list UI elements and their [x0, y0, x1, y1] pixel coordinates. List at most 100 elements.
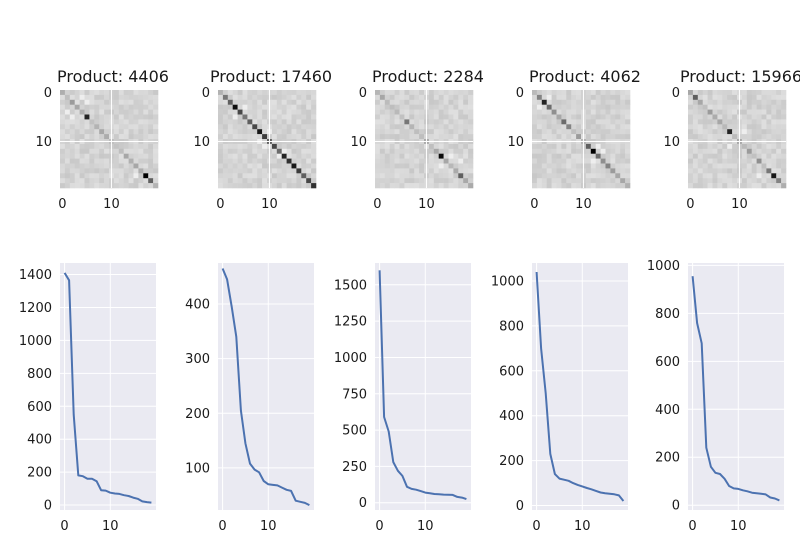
heatmap-cell: [129, 129, 134, 134]
heatmap-cell: [713, 134, 718, 139]
heatmap-cell: [129, 100, 134, 105]
heatmap-cell: [615, 168, 620, 173]
heatmap-cell: [615, 119, 620, 124]
heatmap-cell: [238, 95, 243, 100]
heatmap-cell: [262, 90, 267, 95]
heatmap-cell: [247, 134, 252, 139]
heatmap-cell: [717, 149, 722, 154]
heatmap-cell: [306, 105, 311, 110]
heatmap-cell: [586, 164, 591, 169]
y-tick-label: 1000: [647, 259, 680, 274]
heatmap-cell: [542, 100, 547, 105]
heatmap-cell: [252, 110, 257, 115]
heatmap-cell: [708, 105, 713, 110]
heatmap-cell: [419, 159, 424, 164]
heatmap-cell: [557, 154, 562, 159]
heatmap-cell: [458, 110, 463, 115]
heatmap-cell: [698, 173, 703, 178]
heatmap-cell: [395, 105, 400, 110]
heatmap-cell: [129, 144, 134, 149]
y-tick-label: 600: [655, 355, 680, 370]
heatmap-cell: [390, 183, 395, 188]
x-tick-label: 0: [218, 519, 226, 534]
heatmap-cell: [742, 168, 747, 173]
heatmap-xtick: 10: [103, 197, 120, 212]
heatmap-cell: [542, 183, 547, 188]
heatmap-cell: [292, 159, 297, 164]
heatmap-cell: [390, 154, 395, 159]
heatmap-cell: [282, 124, 287, 129]
heatmap-cell: [306, 173, 311, 178]
heatmap-cell: [625, 178, 630, 183]
heatmap-cell: [468, 105, 473, 110]
heatmap-cell: [439, 178, 444, 183]
heatmap-cell: [218, 110, 223, 115]
heatmap-cell: [444, 159, 449, 164]
heatmap-cell: [80, 159, 85, 164]
heatmap-cell: [414, 100, 419, 105]
heatmap-cell: [414, 95, 419, 100]
heatmap-cell: [65, 110, 70, 115]
heatmap-cell: [610, 168, 615, 173]
heatmap-cell: [65, 149, 70, 154]
heatmap-cell: [148, 105, 153, 110]
heatmap-cell: [419, 144, 424, 149]
heatmap-cell: [390, 178, 395, 183]
heatmap-cell: [85, 173, 90, 178]
heatmap-cell: [380, 183, 385, 188]
heatmap-cell: [606, 134, 611, 139]
heatmap-cell: [776, 164, 781, 169]
heatmap-cell: [591, 95, 596, 100]
heatmap-cell: [693, 95, 698, 100]
heatmap-cell: [143, 154, 148, 159]
heatmap-cell: [722, 183, 727, 188]
heatmap-cell: [385, 100, 390, 105]
heatmap-cell: [99, 115, 104, 120]
heatmap-cell: [119, 119, 124, 124]
heatmap-cell: [85, 124, 90, 129]
heatmap-cell: [252, 168, 257, 173]
heatmap-cell: [99, 110, 104, 115]
heatmap-cell: [390, 119, 395, 124]
heatmap-cell: [287, 144, 292, 149]
heatmap-cell: [375, 100, 380, 105]
heatmap-cell: [282, 95, 287, 100]
heatmap-cell: [89, 119, 94, 124]
heatmap-cell: [296, 90, 301, 95]
heatmap-cell: [390, 159, 395, 164]
heatmap-cell: [385, 124, 390, 129]
heatmap-cell: [247, 124, 252, 129]
heatmap-cell: [444, 173, 449, 178]
heatmap-cell: [233, 168, 238, 173]
heatmap-cell: [390, 115, 395, 120]
heatmap-cell: [143, 173, 148, 178]
heatmap-cell: [717, 144, 722, 149]
heatmap-cell: [218, 154, 223, 159]
heatmap-cell: [557, 110, 562, 115]
heatmap-cell: [143, 168, 148, 173]
heatmap-cell: [766, 164, 771, 169]
heatmap-cell: [566, 149, 571, 154]
heatmap-cell: [537, 129, 542, 134]
heatmap-cell: [444, 115, 449, 120]
heatmap-cell: [218, 168, 223, 173]
heatmap-cell: [732, 90, 737, 95]
heatmap-cell: [566, 164, 571, 169]
heatmap-cell: [610, 144, 615, 149]
heatmap-cell: [65, 144, 70, 149]
heatmap-cell: [762, 110, 767, 115]
heatmap-cell: [89, 183, 94, 188]
x-tick-label: 10: [417, 519, 434, 534]
heatmap-cell: [148, 134, 153, 139]
heatmap-cell: [124, 105, 129, 110]
heatmap-cell: [576, 144, 581, 149]
heatmap-cell: [571, 95, 576, 100]
heatmap-cell: [409, 178, 414, 183]
heatmap-cell: [571, 90, 576, 95]
heatmap-cell: [282, 164, 287, 169]
heatmap-cell: [94, 173, 99, 178]
heatmap-cell: [138, 90, 143, 95]
heatmap-cell: [233, 159, 238, 164]
